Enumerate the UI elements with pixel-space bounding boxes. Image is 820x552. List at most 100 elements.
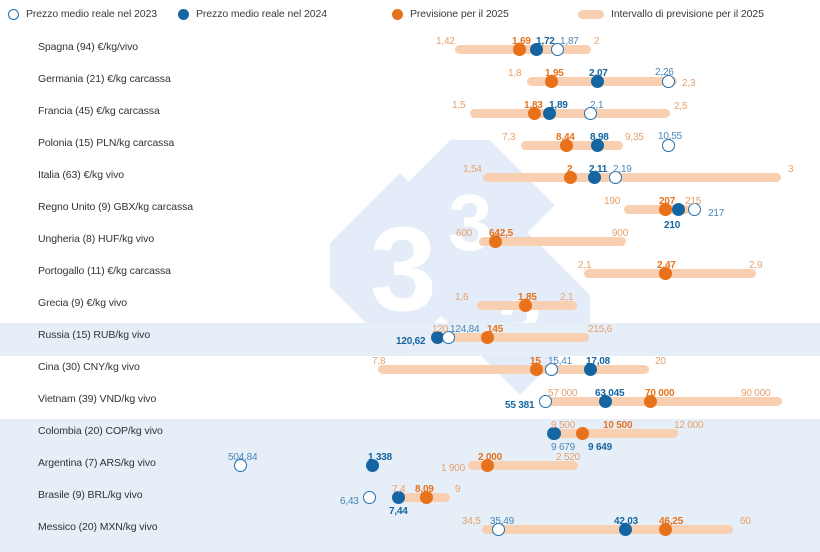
- range-min-label: 1,54: [463, 164, 482, 175]
- table-row: Regno Unito (9) GBX/kg carcassa 190 207 215…: [0, 196, 820, 231]
- row-label: Ungheria (8) HUF/kg vivo: [38, 233, 155, 245]
- forecast-2025-label: 46,25: [659, 516, 684, 527]
- range-band-icon: [578, 9, 604, 19]
- row-label: Vietnam (39) VND/kg vivo: [38, 393, 157, 405]
- forecast-range-bar: [482, 525, 733, 534]
- range-min-label: 600: [456, 228, 473, 239]
- real-2024-dot: [543, 107, 556, 120]
- real-2023-dot: [584, 107, 597, 120]
- real-2024-dot: [366, 459, 379, 472]
- range-min-label: 1 900: [441, 463, 466, 474]
- forecast-2025-label: 1,85: [518, 292, 537, 303]
- table-row: Polonia (15) PLN/kg carcassa 7,3 8,44 8,98 9…: [0, 131, 820, 164]
- chart-legend: Prezzo medio reale nel 2023 Prezzo medio …: [0, 0, 820, 28]
- table-row: Ungheria (8) HUF/kg vivo 600 642,5 900: [0, 228, 820, 260]
- forecast-2025-label: 1,83: [524, 100, 543, 111]
- forecast-2025-label: 207: [659, 196, 676, 207]
- forecast-2025-dot: [513, 43, 526, 56]
- real-2024-dot: [599, 395, 612, 408]
- legend-label: Prezzo medio reale nel 2023: [26, 8, 157, 20]
- range-max-label: 215: [685, 196, 702, 207]
- range-max-label: 2,5: [674, 101, 688, 112]
- real-2023-label: 2,26: [655, 67, 674, 78]
- real-2024-dot: [591, 139, 604, 152]
- real-2023-dot: [492, 523, 505, 536]
- row-label: Germania (21) €/kg carcassa: [38, 73, 171, 85]
- forecast-2025-dot: [659, 203, 672, 216]
- forecast-2025-label: 8,09: [415, 484, 434, 495]
- real-2023-label: 2,19: [613, 164, 632, 175]
- real-2023-dot: [609, 171, 622, 184]
- real-2024-label: 2,07: [589, 68, 608, 79]
- table-row: Argentina (7) ARS/kg vivo 504,84 1 338 1 90…: [0, 452, 820, 484]
- real-2024-dot: [392, 491, 405, 504]
- range-max-label: 2,3: [682, 78, 696, 89]
- row-label: Italia (63) €/kg vivo: [38, 169, 125, 181]
- range-max-label: 90 000: [741, 388, 771, 399]
- range-max-label: 20: [655, 356, 666, 367]
- orange-circle-icon: [392, 8, 403, 20]
- row-label: Russia (15) RUB/kg vivo: [38, 329, 151, 341]
- row-label: Spagna (94) €/kg/vivo: [38, 41, 139, 53]
- real-2023-label: 35,49: [490, 516, 515, 527]
- real-2023-dot: [539, 395, 552, 408]
- forecast-2025-dot: [644, 395, 657, 408]
- real-2024-label: 1,72: [536, 36, 555, 47]
- range-max-label: 9: [455, 484, 461, 495]
- real-2024-label: 210: [664, 220, 681, 231]
- row-label: Messico (20) MXN/kg vivo: [38, 521, 158, 533]
- forecast-range-bar: [468, 461, 578, 470]
- forecast-2025-label: 2 000: [478, 452, 503, 463]
- legend-item-3: Previsione per il 2025: [392, 8, 509, 20]
- forecast-2025-dot: [659, 523, 672, 536]
- row-label: Grecia (9) €/kg vivo: [38, 297, 128, 309]
- forecast-2025-dot: [564, 171, 577, 184]
- row-label: Francia (45) €/kg carcassa: [38, 105, 160, 117]
- real-2023-label: 55 381: [505, 400, 535, 411]
- forecast-2025-dot: [545, 75, 558, 88]
- range-min-label: 7,4: [392, 484, 406, 495]
- range-max-label: 2,1: [560, 292, 574, 303]
- range-min-label: 1,8: [508, 68, 522, 79]
- table-row: Messico (20) MXN/kg vivo 34,5 35,49 42,03 46…: [0, 516, 820, 548]
- forecast-2025-dot: [420, 491, 433, 504]
- forecast-2025-dot: [560, 139, 573, 152]
- real-2024-dot: [591, 75, 604, 88]
- forecast-2025-label: 1,69: [512, 36, 531, 47]
- forecast-2025-label: 145: [487, 324, 504, 335]
- forecast-2025-label: 642,5: [489, 228, 514, 239]
- range-min-label: 2,1: [578, 260, 592, 271]
- range-min-label: 9 500: [551, 420, 576, 431]
- row-label: Cina (30) CNY/kg vivo: [38, 361, 140, 373]
- real-2023-dot: [688, 203, 701, 216]
- real-2024-label: 1 338: [368, 452, 393, 463]
- range-min-label: 7,8: [372, 356, 386, 367]
- table-row: Colombia (20) COP/kg vivo 9 500 10 500 12 0…: [0, 420, 820, 453]
- forecast-2025-label: 70 000: [645, 388, 675, 399]
- range-max-label: 2,9: [749, 260, 763, 271]
- forecast-2025-dot: [576, 427, 589, 440]
- real-2024-dot: [588, 171, 601, 184]
- range-max-label: 9,35: [625, 132, 644, 143]
- table-row: Portogallo (11) €/kg carcassa 2,1 2,47 2,9: [0, 260, 820, 292]
- real-2023-label: 217: [708, 208, 725, 219]
- table-row: Cina (30) CNY/kg vivo 7,8 15 15,41 17,08 20: [0, 356, 820, 388]
- real-2023-dot: [234, 459, 247, 472]
- range-min-label: 190: [604, 196, 621, 207]
- row-label: Polonia (15) PLN/kg carcassa: [38, 137, 175, 149]
- real-2024-dot: [619, 523, 632, 536]
- forecast-2025-label: 15: [530, 356, 541, 367]
- forecast-range-bar: [548, 397, 782, 406]
- real-2024-label: 9 649: [588, 442, 613, 453]
- legend-item-2: Prezzo medio reale nel 2024: [178, 8, 327, 20]
- forecast-2025-dot: [528, 107, 541, 120]
- legend-item-4: Intervallo di previsione per il 2025: [578, 8, 764, 20]
- range-min-label: 7,3: [502, 132, 516, 143]
- real-2023-dot: [551, 43, 564, 56]
- real-2023-label: 2,1: [590, 100, 604, 111]
- real-2024-label: 63 045: [595, 388, 625, 399]
- real-2023-label: 124,84: [450, 324, 480, 335]
- real-2023-label: 10,55: [658, 131, 683, 142]
- real-2024-label: 7,44: [389, 506, 408, 517]
- table-row: Grecia (9) €/kg vivo 1,6 1,85 2,1: [0, 292, 820, 324]
